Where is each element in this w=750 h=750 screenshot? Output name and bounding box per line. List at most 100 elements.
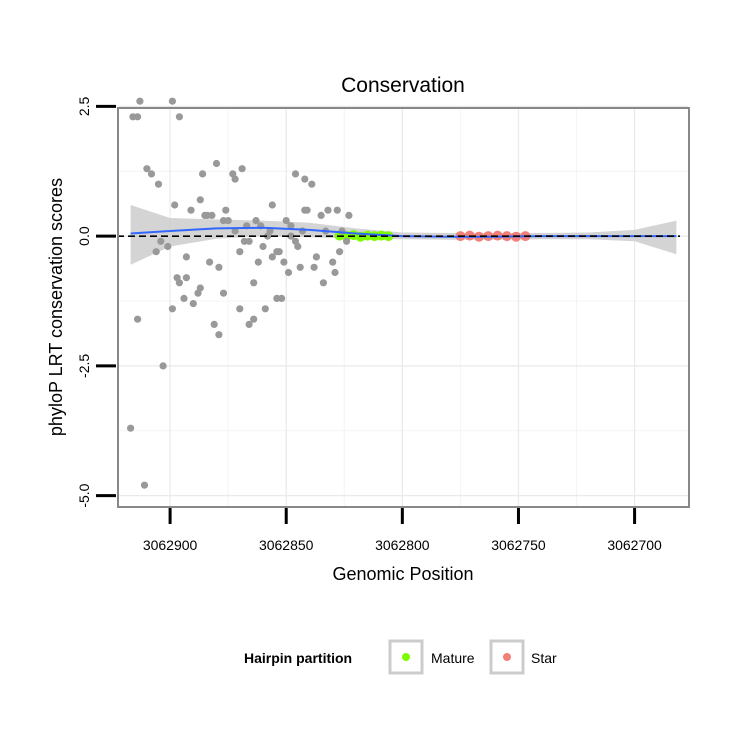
y-tick-label: 2.5: [76, 96, 92, 116]
score-point: [134, 113, 142, 121]
score-point: [215, 331, 223, 339]
x-tick-label: 3062850: [259, 537, 314, 553]
grid-layer: [119, 105, 688, 506]
score-point: [268, 253, 276, 261]
smooth-layer: [130, 226, 677, 238]
score-point: [175, 113, 183, 121]
legend-title: Hairpin partition: [244, 650, 352, 666]
score-point: [140, 481, 149, 489]
score-point: [231, 175, 239, 183]
score-point: [159, 362, 167, 370]
x-tick-label: 3062800: [375, 537, 430, 553]
score-point: [236, 248, 244, 256]
y-tick-label: -5.0: [76, 483, 92, 507]
score-point: [259, 242, 267, 251]
score-point: [134, 315, 142, 323]
score-point: [329, 258, 337, 266]
score-point: [168, 305, 176, 313]
y-tick-label: 0.0: [76, 226, 92, 246]
score-point: [280, 258, 288, 266]
y-tick-label: -2.5: [76, 354, 92, 378]
axis-layer: 3062900 3062850 3062800 3062750 3062700 -5.0 -…: [76, 96, 662, 553]
score-point: [196, 284, 204, 292]
score-point: [331, 268, 339, 277]
score-point: [240, 237, 248, 245]
score-point: [287, 232, 295, 240]
score-point: [250, 279, 258, 287]
score-point: [196, 196, 204, 204]
confidence-ribbon: [130, 205, 677, 265]
score-point: [206, 258, 214, 266]
score-point: [317, 211, 325, 219]
score-point: [157, 237, 165, 245]
score-point: [254, 258, 262, 266]
score-point: [171, 201, 179, 209]
score-point: [275, 248, 283, 256]
score-point: [287, 222, 295, 230]
score-point: [224, 217, 232, 225]
score-point: [136, 97, 144, 105]
x-axis-title: Genomic Position: [332, 564, 473, 584]
score-point: [250, 315, 258, 323]
score-point: [324, 206, 332, 214]
points-layer: [127, 97, 531, 489]
score-point: [236, 305, 244, 313]
plot-panel-border: [117, 107, 690, 508]
score-point: [343, 237, 351, 245]
legend-label-star: Star: [531, 650, 557, 666]
x-tick-label: 3062750: [491, 537, 546, 553]
legend: Hairpin partition Mature Star: [244, 639, 557, 675]
score-point: [222, 206, 230, 214]
smooth-line: [130, 226, 677, 238]
score-point: [180, 294, 188, 302]
score-point: [252, 217, 260, 225]
score-point: [301, 175, 309, 183]
score-point: [127, 424, 135, 432]
score-point: [175, 279, 183, 287]
score-point: [336, 248, 344, 256]
score-point: [189, 300, 197, 308]
score-point: [215, 263, 223, 271]
score-point: [282, 217, 290, 225]
score-point: [345, 211, 353, 219]
score-point: [301, 206, 309, 214]
x-tick-label: 3062900: [143, 537, 198, 553]
ribbon-layer: [130, 205, 677, 265]
score-point: [152, 248, 160, 256]
chart-title: Conservation: [341, 74, 465, 97]
score-point: [291, 170, 300, 178]
score-point: [312, 253, 320, 261]
score-point: [168, 97, 176, 105]
score-point: [212, 159, 221, 168]
score-point: [182, 274, 190, 282]
legend-label-mature: Mature: [431, 650, 475, 666]
score-point: [310, 263, 318, 271]
score-point: [199, 170, 207, 178]
score-point: [284, 268, 293, 277]
score-point: [182, 253, 190, 261]
score-point: [143, 165, 151, 173]
y-axis-title: phyloP LRT conservation scores: [46, 178, 66, 436]
score-point: [333, 206, 341, 214]
legend-swatch-star: [503, 653, 511, 661]
score-point: [296, 263, 304, 271]
score-point: [203, 211, 211, 219]
score-point: [266, 227, 274, 235]
legend-swatch-mature: [402, 653, 410, 661]
score-point: [291, 237, 300, 245]
score-point: [164, 242, 172, 251]
score-point: [231, 227, 239, 235]
score-point: [219, 289, 228, 297]
score-point: [238, 165, 246, 173]
score-point: [147, 170, 156, 178]
score-point: [154, 180, 163, 188]
x-tick-label: 3062700: [607, 537, 662, 553]
score-point: [187, 206, 195, 214]
score-point: [278, 294, 286, 302]
score-point: [319, 279, 327, 287]
score-point: [245, 320, 253, 328]
score-point: [210, 320, 218, 328]
score-point: [268, 201, 276, 209]
score-point: [308, 180, 316, 188]
